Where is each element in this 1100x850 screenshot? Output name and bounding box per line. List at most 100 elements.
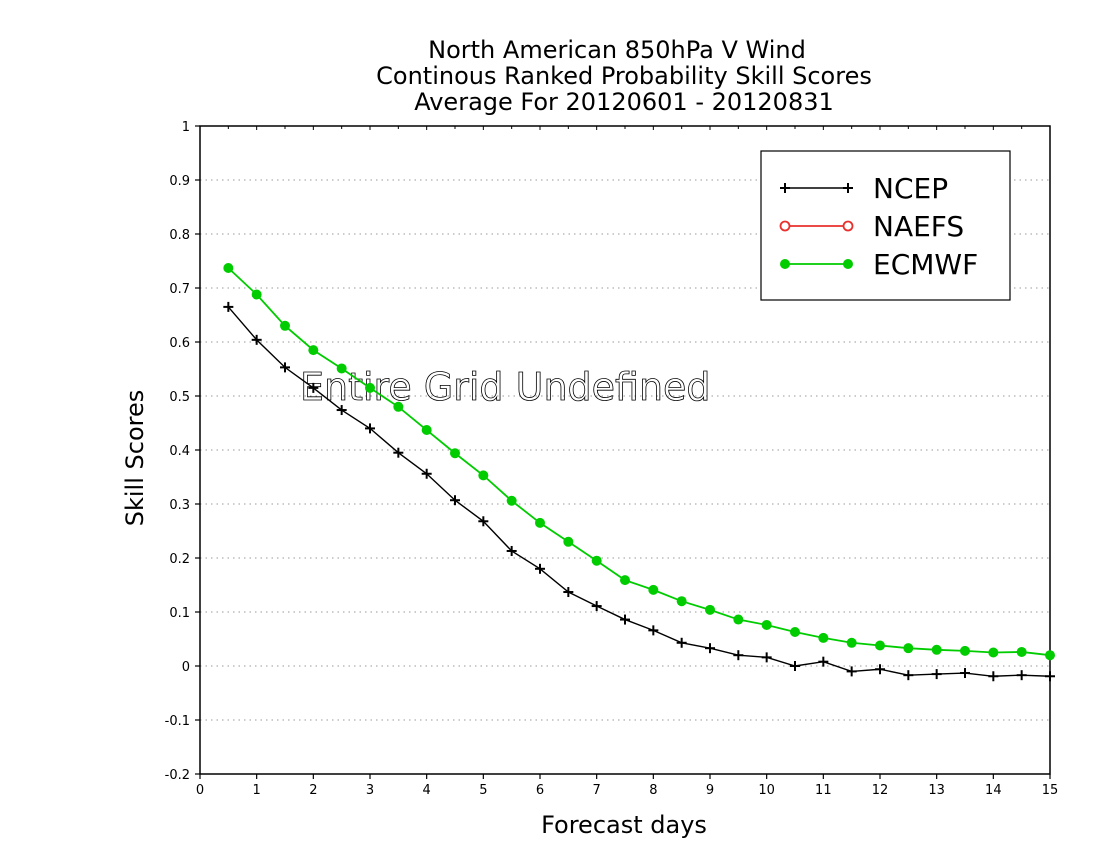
point-ecmwf: [336, 363, 347, 374]
point-ncep: [846, 666, 857, 677]
legend: NCEP NAEFS ECMWF: [760, 150, 1011, 301]
point-ncep: [903, 670, 914, 681]
x-tick-label: 2: [309, 783, 317, 798]
series-ecmwf: [223, 263, 1055, 661]
x-tick-label: 4: [423, 783, 431, 798]
y-tick-label: 0.5: [169, 390, 190, 405]
point-ecmwf: [1016, 646, 1027, 657]
x-tick-label: 10: [758, 783, 775, 798]
point-ncep: [705, 643, 715, 654]
point-ecmwf: [875, 640, 885, 651]
legend-label-ecmwf: ECMWF: [873, 248, 978, 281]
point-ncep: [223, 301, 234, 312]
point-ecmwf: [251, 289, 262, 300]
point-ecmwf: [506, 495, 517, 506]
point-ncep: [393, 447, 404, 458]
y-axis-title: Skill Scores: [121, 390, 149, 527]
point-ncep: [875, 664, 885, 675]
y-tick-label: 0.8: [169, 228, 190, 243]
point-ncep: [478, 516, 489, 527]
legend-items: NCEP NAEFS ECMWF: [779, 172, 978, 281]
x-axis-title: Forecast days: [541, 811, 707, 839]
legend-marker-naefs: [842, 220, 854, 232]
x-tick-label: 3: [366, 783, 374, 798]
point-ncep: [761, 652, 772, 663]
point-ecmwf: [818, 632, 829, 643]
point-ncep: [1045, 671, 1055, 682]
y-tick-label: -0.2: [165, 768, 190, 783]
point-ncep: [563, 587, 574, 598]
y-tick-label: -0.1: [165, 714, 190, 729]
x-tick-label: 8: [649, 783, 657, 798]
series-line-ecmwf: [227, 267, 1051, 657]
legend-marker-ncep: [843, 183, 853, 193]
point-ncep: [308, 382, 319, 393]
point-ncep: [365, 423, 375, 434]
point-ncep: [960, 668, 970, 679]
point-ecmwf: [450, 448, 460, 459]
point-ncep: [790, 661, 800, 671]
legend-item-ncep: NCEP: [780, 172, 948, 205]
point-ecmwf: [676, 596, 687, 607]
x-tick-label: 1: [253, 783, 261, 798]
point-ecmwf: [563, 536, 574, 547]
point-ecmwf: [988, 647, 999, 658]
x-tick-label: 15: [1042, 783, 1059, 798]
point-ncep: [676, 637, 687, 648]
point-ncep: [591, 601, 602, 612]
point-ecmwf: [591, 555, 602, 566]
axis-ticks: -0.2-0.100.10.20.30.40.50.60.70.80.910 1 2…: [165, 120, 1059, 798]
x-tick-label: 7: [593, 783, 601, 798]
legend-item-naefs: NAEFS: [779, 210, 964, 243]
y-tick-label: 0.9: [169, 174, 190, 189]
point-ecmwf: [365, 382, 375, 393]
y-tick-label: 0.7: [169, 282, 190, 297]
x-tick-label: 13: [928, 783, 945, 798]
legend-marker-ecmwf: [843, 259, 853, 269]
point-ecmwf: [903, 643, 914, 654]
point-ncep: [931, 669, 942, 680]
point-ecmwf: [620, 575, 630, 586]
point-ncep: [251, 334, 262, 345]
point-ecmwf: [761, 619, 772, 630]
legend-marker-ncep: [780, 183, 790, 193]
point-ecmwf: [393, 401, 404, 412]
point-ncep: [506, 545, 517, 556]
point-ncep: [280, 362, 290, 373]
chart-title-line-3: Average For 20120601 - 20120831: [414, 88, 834, 116]
y-tick-label: 0.2: [169, 552, 190, 567]
point-ecmwf: [478, 470, 489, 481]
y-tick-label: 0: [182, 660, 190, 675]
point-ecmwf: [308, 345, 319, 356]
point-ecmwf: [846, 637, 857, 648]
y-tick-label: 0.1: [169, 606, 190, 621]
point-ecmwf: [648, 584, 659, 595]
plot-frame: [199, 125, 1051, 775]
point-ncep: [336, 405, 347, 416]
y-tick-label: 0.6: [169, 336, 190, 351]
chart-title-line-2: Continous Ranked Probability Skill Score…: [376, 62, 872, 90]
gridlines: [200, 179, 1050, 721]
point-ncep: [1016, 670, 1027, 681]
x-tick-label: 0: [196, 783, 204, 798]
legend-marker-ecmwf: [780, 259, 790, 269]
chart-title-line-1: North American 850hPa V Wind: [428, 36, 806, 64]
x-tick-label: 12: [872, 783, 889, 798]
series-ncep: [223, 301, 1055, 682]
point-ncep: [988, 671, 999, 682]
point-ncep: [421, 468, 432, 479]
point-ecmwf: [421, 425, 432, 436]
undefined-grid-annotation: Entire Grid Undefined: [300, 365, 711, 409]
series-layer: [223, 263, 1055, 682]
legend-item-ecmwf: ECMWF: [780, 248, 978, 281]
legend-label-ncep: NCEP: [873, 172, 948, 205]
series-line-ncep: [227, 306, 1051, 677]
y-tick-label: 0.4: [169, 444, 190, 459]
x-tick-label: 5: [479, 783, 487, 798]
point-ecmwf: [705, 604, 715, 615]
point-ecmwf: [931, 644, 942, 655]
point-ncep: [535, 563, 545, 574]
point-ncep: [620, 614, 630, 625]
x-tick-label: 14: [985, 783, 1002, 798]
